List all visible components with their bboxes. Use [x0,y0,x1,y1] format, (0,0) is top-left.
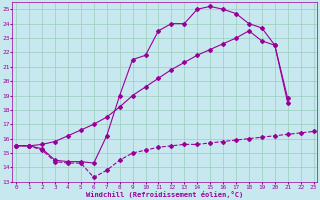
X-axis label: Windchill (Refroidissement éolien,°C): Windchill (Refroidissement éolien,°C) [86,191,244,198]
